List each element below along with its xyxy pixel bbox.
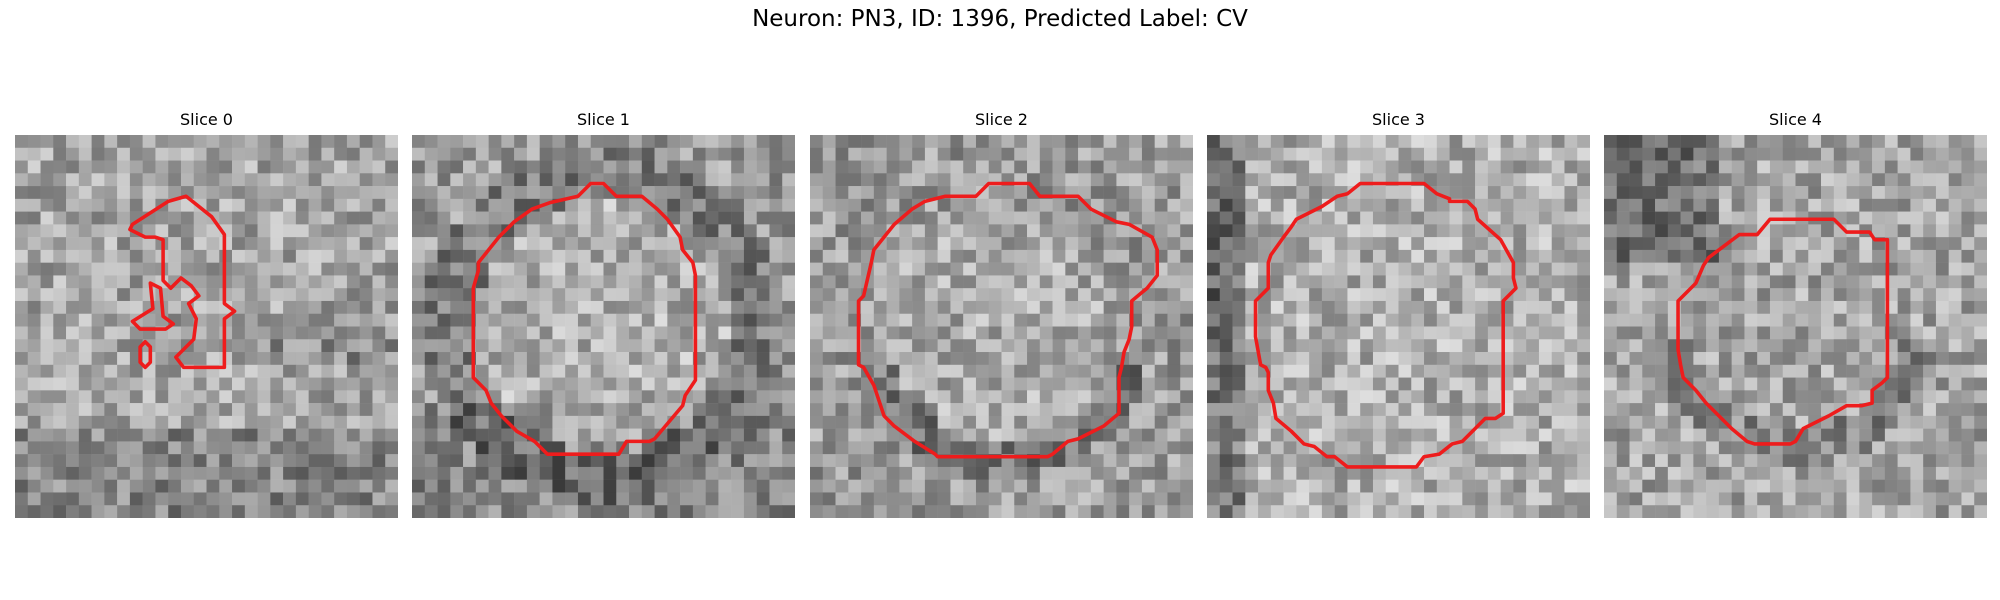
slice-image-1: [412, 135, 795, 518]
slice-image-2: [810, 135, 1193, 518]
slice-image-0: [15, 135, 398, 518]
grayscale-pixels-1: [412, 135, 795, 518]
grayscale-pixels-2: [810, 135, 1193, 518]
slice-image-4: [1604, 135, 1987, 518]
grayscale-pixels-4: [1604, 135, 1987, 518]
roi-contour-2: [856, 181, 1160, 459]
slice-title-4: Slice 4: [1769, 110, 1822, 129]
roi-contour-0: [128, 194, 237, 370]
slice-title-0: Slice 0: [180, 110, 233, 129]
slice-panel-2: Slice 2: [810, 110, 1193, 520]
slice-panel-1: Slice 1: [412, 110, 795, 520]
grayscale-pixels-0: [15, 135, 398, 518]
figure-title: Neuron: PN3, ID: 1396, Predicted Label: …: [752, 6, 1248, 32]
roi-contour-1: [471, 181, 698, 456]
slice-image-3: [1207, 135, 1590, 518]
grayscale-pixels-3: [1207, 135, 1590, 518]
slice-panel-3: Slice 3: [1207, 110, 1590, 520]
slice-title-2: Slice 2: [975, 110, 1028, 129]
slice-panel-4: Slice 4: [1604, 110, 1987, 520]
roi-contour-4: [1676, 217, 1890, 446]
slice-title-1: Slice 1: [577, 110, 630, 129]
roi-contour-3: [1253, 181, 1518, 469]
slice-title-3: Slice 3: [1372, 110, 1425, 129]
slice-panel-0: Slice 0: [15, 110, 398, 520]
